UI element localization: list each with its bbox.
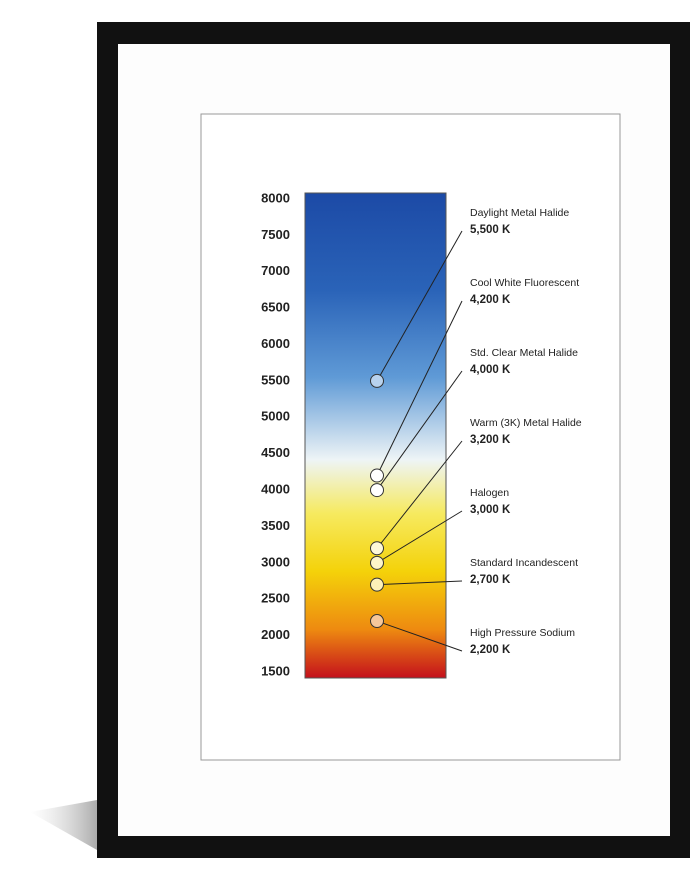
y-tick-label: 7000 [261,263,290,278]
point-name: Std. Clear Metal Halide [470,347,578,359]
y-tick-label: 4000 [261,482,290,497]
y-tick-label: 8000 [261,190,290,205]
point-name: Cool White Fluorescent [470,277,579,289]
point-value: 3,200 K [470,434,511,446]
point [371,578,384,591]
point [371,542,384,555]
point [371,556,384,569]
y-tick-label: 5500 [261,372,290,387]
y-tick-label: 2500 [261,591,290,606]
y-tick-label: 6000 [261,336,290,351]
point-value: 5,500 K [470,224,511,236]
point-value: 2,200 K [470,644,511,656]
point-value: 2,700 K [470,574,511,586]
page: 1500 2000 2500 3000 3500 4000 4500 5000 5500 6000… [0,0,692,870]
y-tick-label: 2000 [261,627,290,642]
point-name: Halogen [470,487,509,499]
point [371,484,384,497]
temperature-bar [305,193,446,678]
y-tick-label: 6500 [261,300,290,315]
point [371,374,384,387]
point-value: 4,200 K [470,294,511,306]
y-tick-label: 1500 [261,663,290,678]
point-value: 4,000 K [470,364,511,376]
point-name: Warm (3K) Metal Halide [470,417,582,429]
y-tick-label: 7500 [261,227,290,242]
y-tick-label: 3500 [261,518,290,533]
y-tick-label: 4500 [261,445,290,460]
point [371,615,384,628]
point-name: Standard Incandescent [470,557,578,569]
y-tick-label: 3000 [261,554,290,569]
point [371,469,384,482]
y-tick-label: 5000 [261,409,290,424]
point-value: 3,000 K [470,504,511,516]
point-name: High Pressure Sodium [470,627,575,639]
point-name: Daylight Metal Halide [470,207,569,219]
framed-print: 1500 2000 2500 3000 3500 4000 4500 5000 5500 6000… [0,0,692,865]
frame-shadow [30,800,97,850]
